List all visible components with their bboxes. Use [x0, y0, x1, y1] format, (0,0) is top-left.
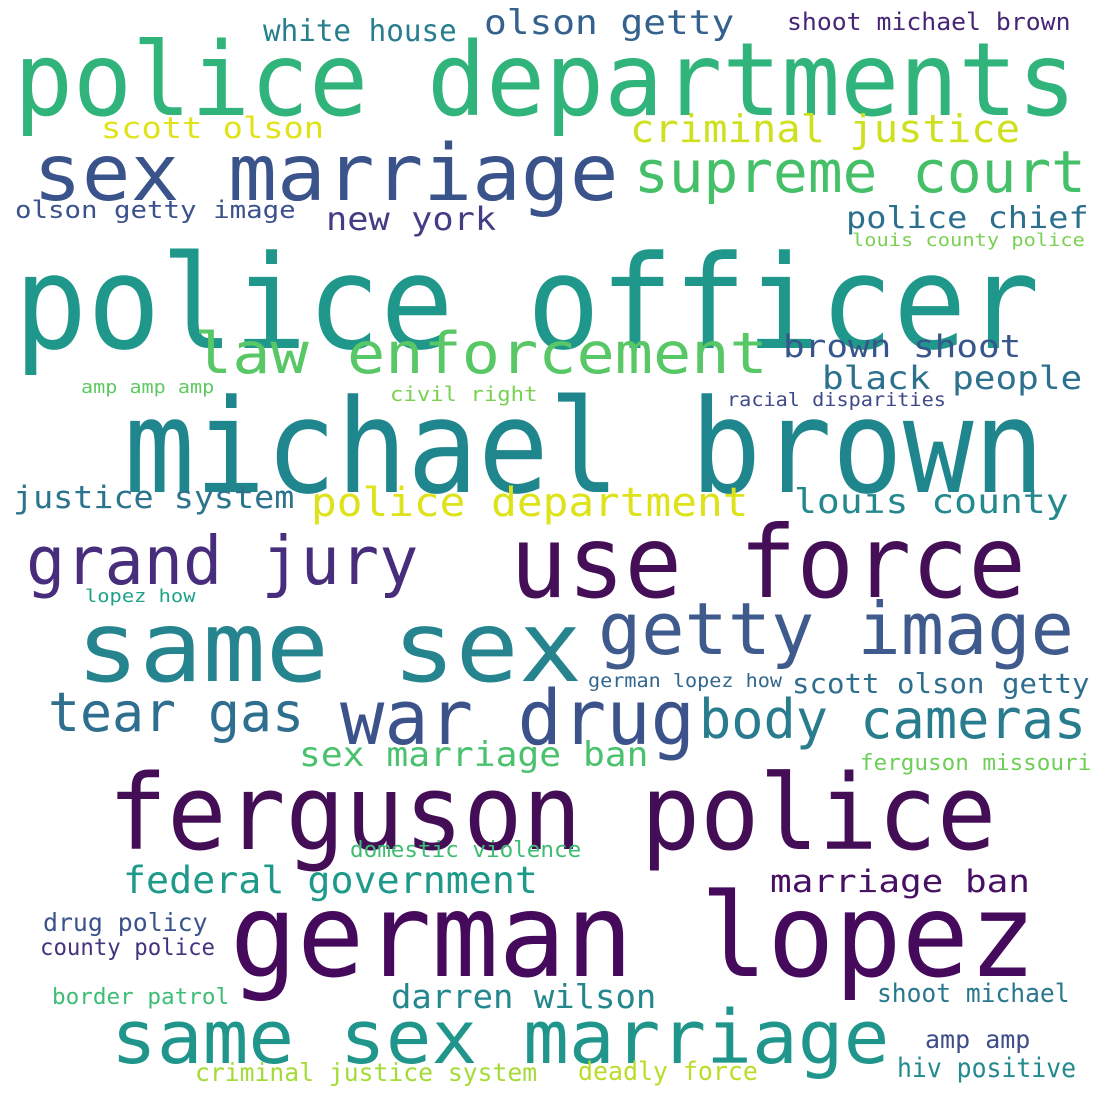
word-louis-county: louis county [794, 482, 1069, 522]
word-black-people: black people [822, 359, 1083, 397]
word-ferguson-missouri: ferguson missouri [860, 751, 1092, 776]
word-use-force: use force [510, 504, 1026, 621]
word-drug-policy: drug policy [43, 908, 208, 937]
word-brown-shoot: brown shoot [783, 329, 1022, 365]
word-police-department: police department [311, 480, 749, 526]
word-police-departments: police departments [14, 21, 1077, 140]
word-darren-wilson: darren wilson [391, 977, 657, 1016]
word-war-drug: war drug [340, 673, 696, 762]
word-sex-marriage-ban: sex marriage ban [299, 735, 649, 775]
word-german-lopez-how: german lopez how [588, 670, 783, 692]
word-shoot-michael: shoot michael [877, 979, 1070, 1009]
word-scott-olson-getty: scott olson getty [792, 667, 1090, 700]
word-deadly-force: deadly force [578, 1057, 758, 1087]
word-criminal-justice-system: criminal justice system [195, 1058, 538, 1087]
word-olson-getty: olson getty [484, 3, 735, 43]
word-federal-government: federal government [123, 859, 538, 902]
word-law-enforcement: law enforcement [194, 321, 768, 387]
word-border-patrol: border patrol [52, 985, 230, 1010]
word-getty-image: getty image [598, 587, 1074, 671]
word-racial-disparities: racial disparities [727, 389, 946, 411]
word-body-cameras: body cameras [699, 688, 1087, 751]
word-police-chief: police chief [846, 201, 1089, 236]
word-lopez-how: lopez how [85, 586, 196, 607]
word-grand-jury: grand jury [26, 522, 419, 600]
word-justice-system: justice system [13, 480, 295, 516]
word-scott-olson: scott olson [101, 111, 325, 145]
word-supreme-court: supreme court [634, 138, 1086, 206]
word-same-sex: same sex [76, 591, 583, 705]
word-hiv-positive: hiv positive [897, 1053, 1077, 1084]
word-michael-brown: michael brown [124, 371, 1045, 523]
word-tear-gas: tear gas [48, 681, 305, 744]
word-same-sex-marriage: same sex marriage [111, 995, 890, 1081]
word-shoot-michael-brown: shoot michael brown [787, 8, 1071, 36]
word-civil-right: civil right [390, 382, 538, 406]
word-ferguson-police: ferguson police [108, 752, 997, 874]
word-new-york: new york [326, 200, 497, 238]
word-olson-getty-image: olson getty image [15, 196, 296, 224]
word-white-house: white house [263, 14, 457, 49]
word-criminal-justice: criminal justice [630, 107, 1021, 151]
word-domestic-violence: domestic violence [350, 838, 582, 863]
word-german-lopez: german lopez [230, 869, 1037, 1004]
word-police-officer: police officer [14, 227, 1040, 379]
word-sex-marriage: sex marriage [33, 129, 619, 219]
word-amp-amp-amp: amp amp amp [81, 377, 215, 398]
word-louis-county-police: louis county police [852, 230, 1085, 251]
word-county-police: county police [40, 935, 216, 961]
word-amp-amp: amp amp [925, 1025, 1031, 1054]
word-marriage-ban: marriage ban [770, 864, 1030, 900]
